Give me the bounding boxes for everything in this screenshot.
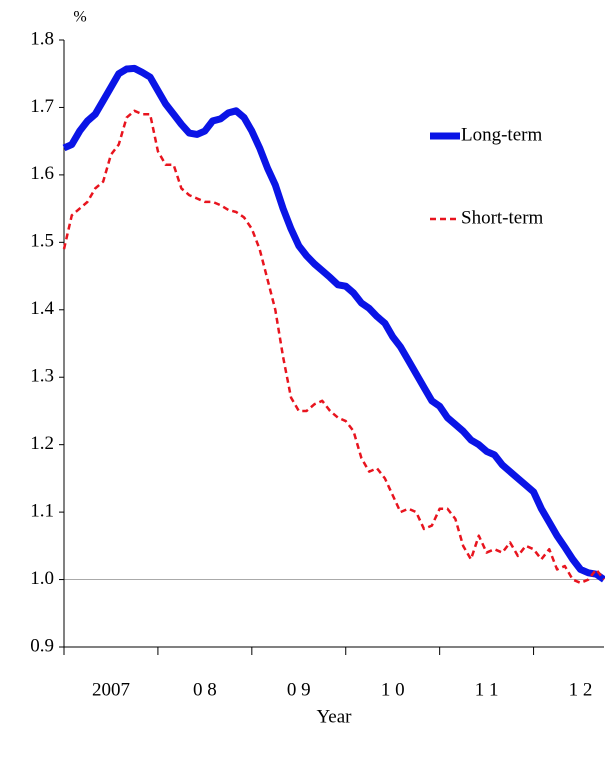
y-tick-label: 1.0 (30, 568, 54, 589)
y-tick-label: 0.9 (30, 635, 54, 656)
y-tick-label: 1.6 (30, 163, 54, 184)
y-tick-label: 1.1 (30, 500, 54, 521)
legend-label: Short-term (461, 207, 544, 228)
x-tick-label: 2007 (92, 679, 130, 700)
y-tick-label: 1.4 (30, 298, 54, 319)
series-line (62, 109, 605, 585)
series-line (62, 64, 605, 583)
x-tick-label: 1 0 (381, 679, 405, 700)
y-tick-label: 1.2 (30, 433, 54, 454)
x-tick-label: 0 9 (287, 679, 311, 700)
y-tick-label: 1.8 (30, 28, 54, 49)
x-axis-title: Year (316, 706, 352, 727)
y-unit-label: % (73, 9, 86, 26)
x-tick-label: 0 8 (193, 679, 217, 700)
y-tick-label: 1.5 (30, 231, 54, 252)
x-tick-label: 1 2 (569, 679, 593, 700)
x-tick-label: 1 1 (475, 679, 499, 700)
legend-label: Long-term (461, 124, 542, 145)
y-tick-label: 1.3 (30, 366, 54, 387)
y-tick-label: 1.7 (30, 96, 54, 117)
